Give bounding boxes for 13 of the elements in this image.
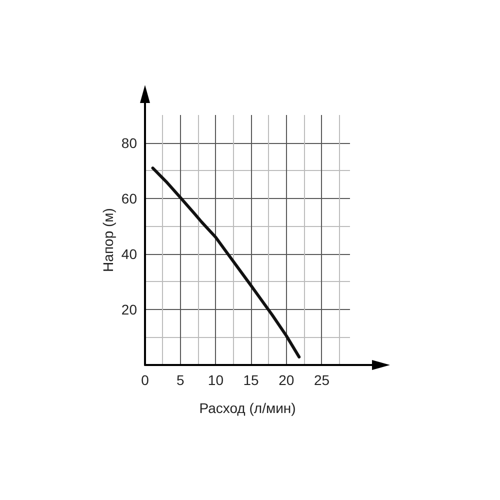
y-tick-label: 20 (121, 301, 138, 318)
line-series (151, 166, 301, 358)
x-tick-label: 0 (141, 372, 150, 388)
x-axis-title: Расход (л/мин) (199, 400, 296, 416)
y-tick-label: 40 (121, 246, 138, 262)
x-tick-label: 20 (278, 372, 294, 388)
x-tick-label: 5 (176, 372, 184, 388)
x-tick-label: 15 (243, 372, 260, 388)
y-axis-title: Напор (м) (100, 208, 116, 272)
y-tick-label: 60 (121, 190, 138, 206)
y-tick-label: 80 (121, 134, 138, 151)
x-tick-label: 25 (314, 372, 330, 388)
x-tick-label: 10 (208, 372, 224, 388)
